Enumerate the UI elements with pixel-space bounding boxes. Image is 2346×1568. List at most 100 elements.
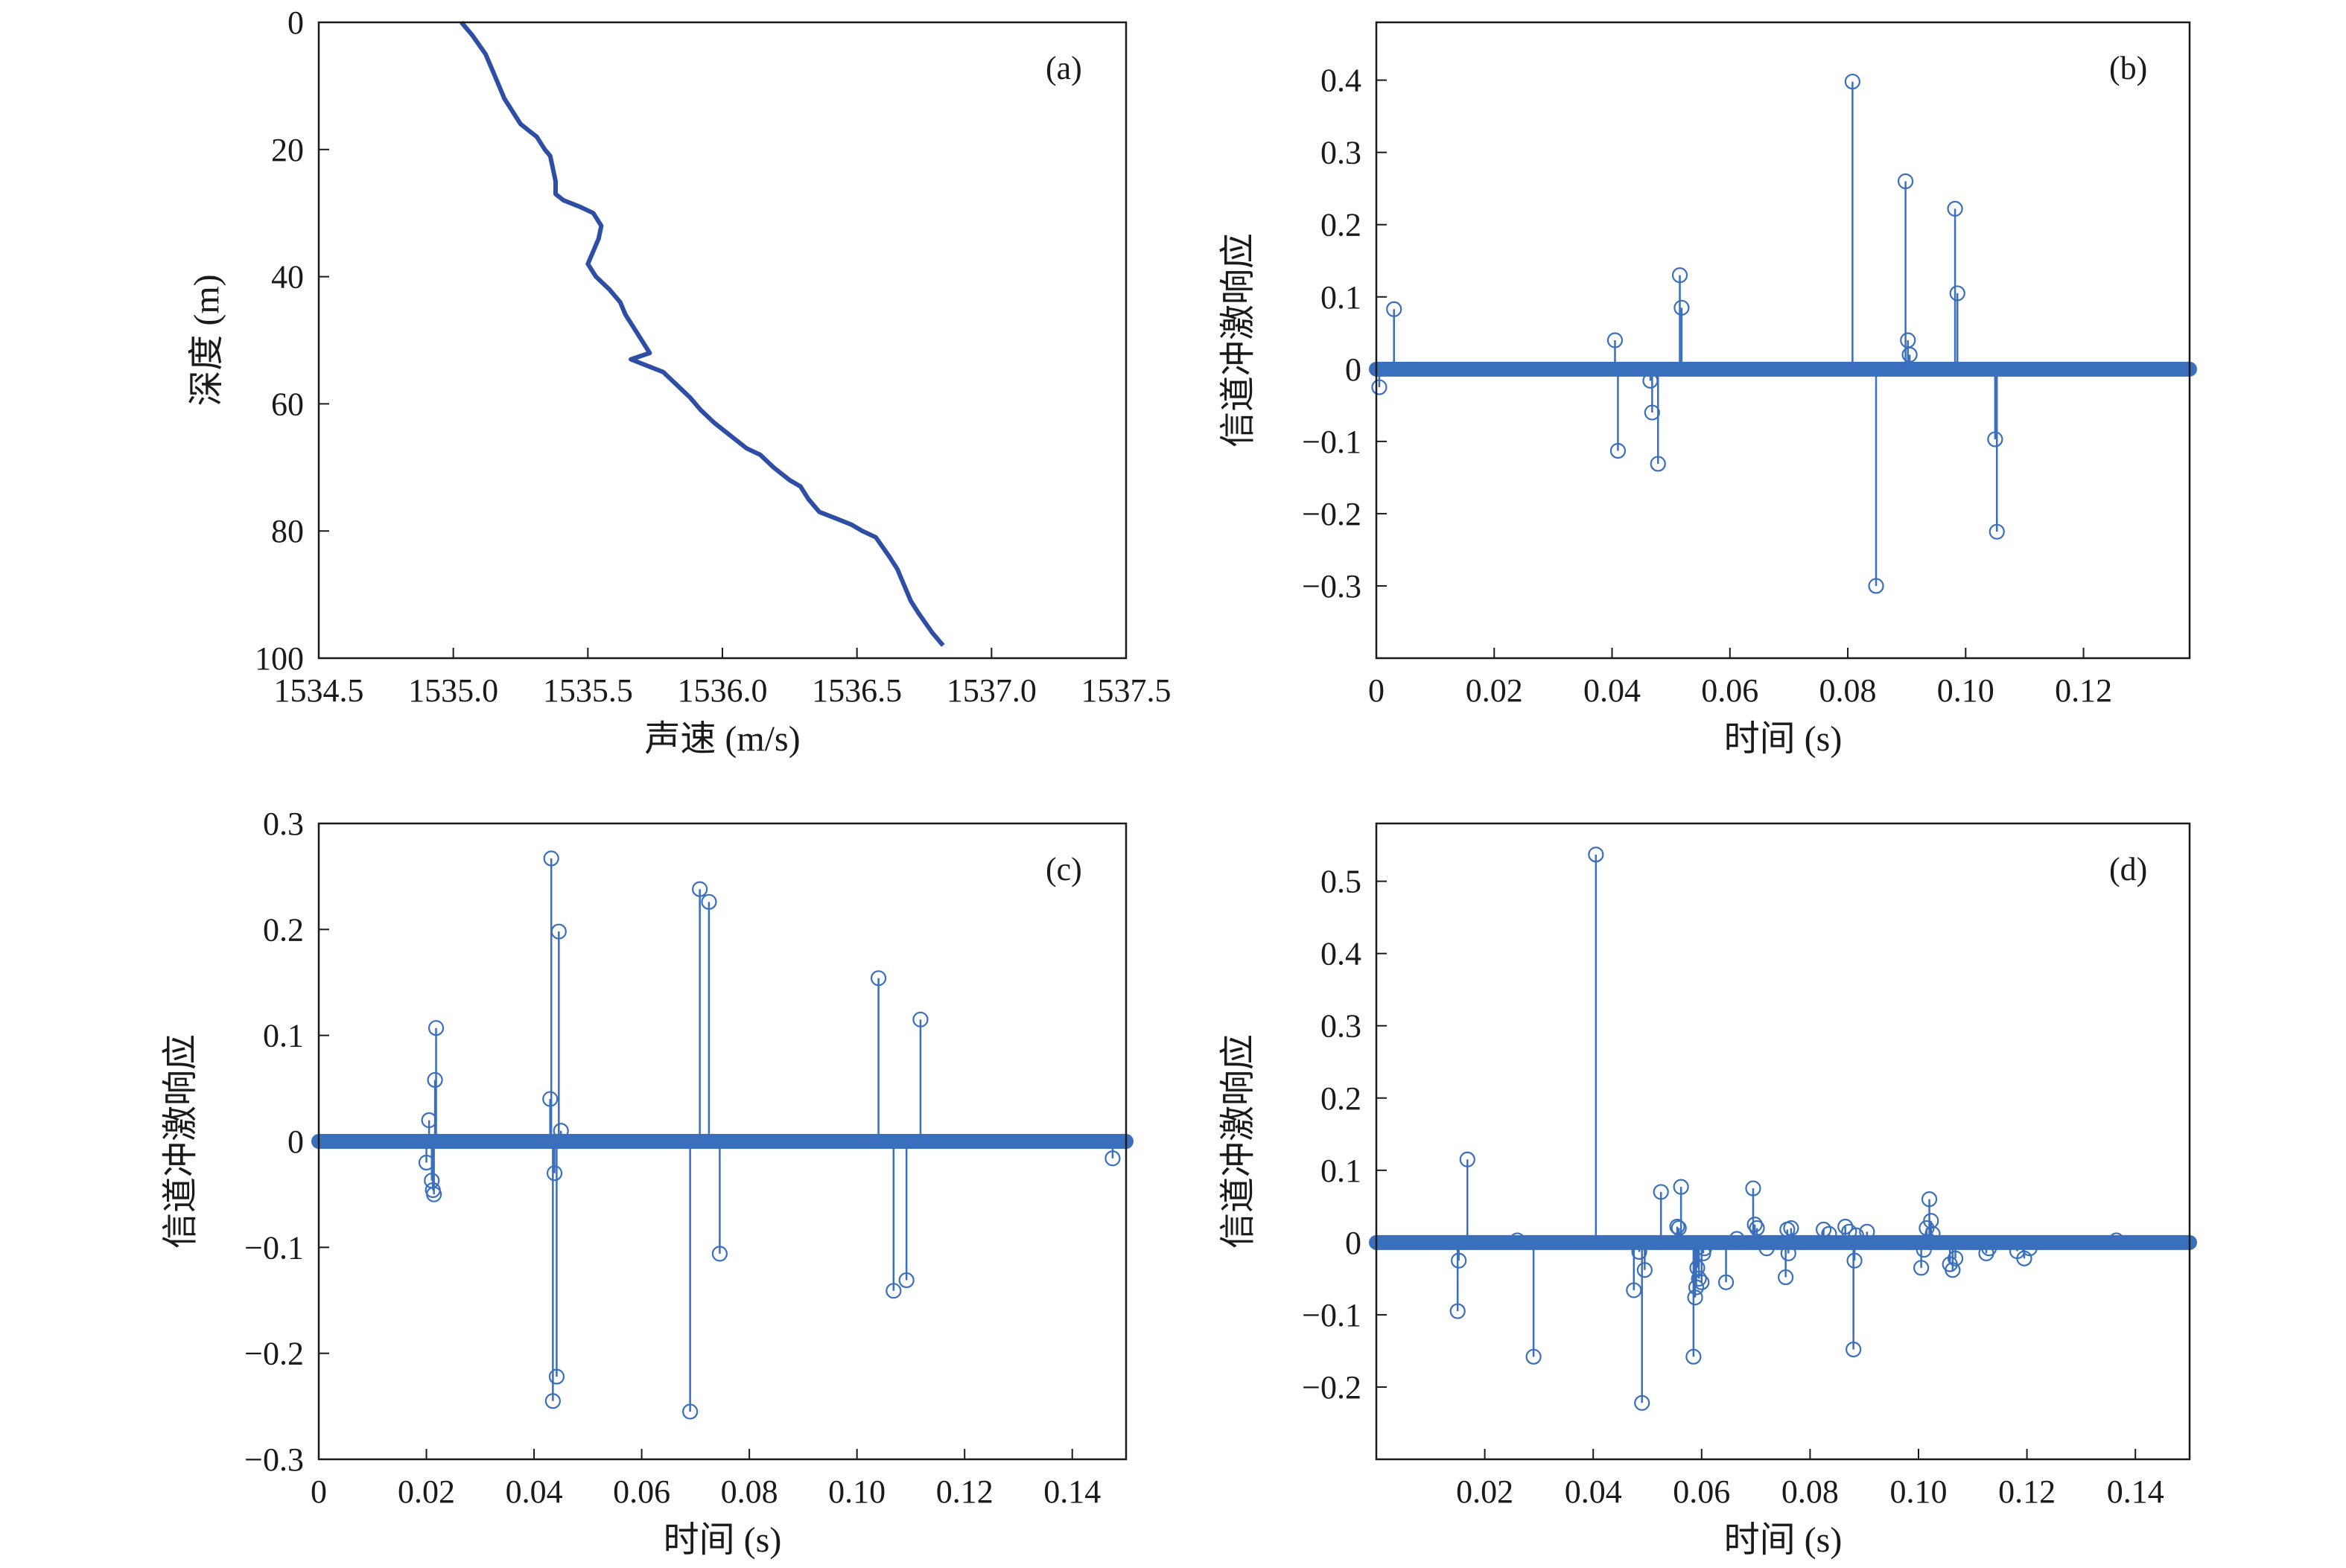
stem-marker <box>543 850 559 867</box>
y-tick-label: 100 <box>255 640 304 677</box>
x-tick-label: 0.08 <box>1819 672 1877 709</box>
stem-marker <box>1897 173 1914 190</box>
panel-c: 0 0.02 0.04 0.06 0.08 0.10 0.12 0.140.30.20.10−… <box>161 806 1134 1560</box>
y-tick-label: 0.4 <box>1320 936 1361 972</box>
y-tick-label: 40 <box>271 259 304 296</box>
stem-marker <box>1758 1240 1775 1257</box>
stem-marker <box>544 1393 561 1409</box>
y-axis-label: 深度 (m) <box>187 274 226 406</box>
x-tick-label: 0.08 <box>1781 1473 1839 1510</box>
y-tick-label: 20 <box>271 132 304 168</box>
x-tick-label: 0.12 <box>936 1473 994 1510</box>
x-tick-label: 0.04 <box>1583 672 1641 709</box>
stem-marker <box>1947 1250 1964 1266</box>
stem-marker <box>1749 1220 1765 1237</box>
y-tick-label: −0.1 <box>244 1229 304 1266</box>
stem-marker <box>1609 442 1627 459</box>
stem-marker <box>1691 1270 1707 1287</box>
x-axis-label: 时间 (s) <box>1724 719 1843 759</box>
y-tick-label: 0 <box>1345 1225 1361 1261</box>
stem-marker <box>1729 1231 1745 1247</box>
x-tick-label: 0.10 <box>828 1473 886 1510</box>
y-tick-label: 0.2 <box>263 911 304 948</box>
stem-marker <box>701 893 717 910</box>
x-tick-label: 0.04 <box>506 1473 563 1510</box>
stem-marker <box>1634 1395 1650 1411</box>
stem-marker <box>1717 1274 1735 1290</box>
x-tick-label: 0 <box>1368 672 1385 709</box>
x-tick-label: 0.04 <box>1565 1473 1622 1510</box>
stem-marker <box>1673 299 1690 316</box>
stem-marker <box>1694 1274 1710 1290</box>
stem-marker <box>711 1246 728 1262</box>
stem-marker <box>426 1186 442 1202</box>
stem-marker <box>2016 1250 2032 1266</box>
x-axis-label: 时间 (s) <box>664 1520 782 1560</box>
panel-a: 1534.5 1535.0 1535.5 1536.0 1536.5 1537.0 1537… <box>187 4 1172 759</box>
y-tick-label: 0.1 <box>1320 279 1361 316</box>
stem-marker <box>692 881 708 897</box>
y-axis-label: 信道冲激响应 <box>1218 233 1258 447</box>
stem-marker <box>1451 1252 1467 1269</box>
x-tick-label: 0.02 <box>398 1473 455 1510</box>
x-tick-label: 1536.5 <box>812 672 902 709</box>
y-tick-label: 0.1 <box>263 1018 304 1054</box>
stem-marker <box>1821 1226 1837 1242</box>
x-tick-label: 0 <box>311 1473 327 1510</box>
stem-marker <box>1673 1179 1689 1195</box>
stem-marker <box>1816 1221 1832 1237</box>
stem-marker <box>1644 404 1660 421</box>
sound-speed-profile-line <box>460 21 945 647</box>
y-axis-label: 信道冲激响应 <box>1218 1034 1258 1249</box>
panel-tag: (a) <box>1046 50 1082 86</box>
stem-marker <box>898 1272 915 1289</box>
stem-marker <box>1923 1213 1939 1229</box>
stem-marker <box>1837 1218 1854 1235</box>
y-tick-label: 0 <box>287 4 304 41</box>
y-tick-label: 80 <box>271 513 304 549</box>
y-tick-label: 0.3 <box>263 806 304 842</box>
stem-marker <box>546 1165 563 1182</box>
x-tick-label: 1535.0 <box>408 672 498 709</box>
y-tick-label: −0.3 <box>244 1441 304 1478</box>
x-tick-label: 1537.5 <box>1081 672 1172 709</box>
y-tick-label: −0.2 <box>1302 496 1361 532</box>
stem-marker <box>1916 1241 1932 1258</box>
x-tick-label: 0.12 <box>2055 672 2112 709</box>
stem-marker <box>1386 301 1402 317</box>
stem-marker <box>912 1011 929 1027</box>
stem-marker <box>550 923 567 940</box>
stem-marker <box>1685 1348 1702 1365</box>
x-tick-label: 0.10 <box>1937 672 1994 709</box>
plot-frame <box>1375 822 2191 1461</box>
panel-tag: (b) <box>2109 50 2147 86</box>
stem-marker <box>1947 200 1963 217</box>
stem-marker <box>1746 1217 1763 1233</box>
x-tick-label: 0.10 <box>1890 1473 1948 1510</box>
x-tick-label: 0.02 <box>1466 672 1523 709</box>
stem-marker <box>1846 1341 1862 1358</box>
stem-marker <box>427 1071 443 1089</box>
y-tick-label: −0.1 <box>1302 424 1361 460</box>
stem-marker <box>1671 1220 1687 1237</box>
stem-marker <box>1104 1150 1121 1167</box>
plot-frame <box>317 21 1128 660</box>
y-tick-label: 0 <box>1345 351 1361 388</box>
stem-marker <box>1449 1303 1466 1319</box>
x-tick-label: 1537.0 <box>947 672 1037 709</box>
stem-marker <box>870 970 887 987</box>
stem-marker <box>1783 1220 1799 1237</box>
stem-marker <box>553 1123 569 1139</box>
stem-marker <box>682 1403 699 1420</box>
stem-marker <box>1688 1279 1705 1295</box>
panel-tag: (d) <box>2109 851 2147 887</box>
stem-marker <box>1689 1260 1706 1276</box>
plot-frame <box>317 822 1128 1461</box>
stem-marker <box>886 1283 902 1299</box>
stem-marker <box>1636 1262 1653 1278</box>
y-tick-label: 0.5 <box>1320 864 1361 900</box>
x-tick-label: 0.06 <box>1673 1473 1730 1510</box>
stem-marker <box>1588 847 1604 863</box>
y-tick-label: −0.3 <box>1302 568 1361 605</box>
plot-frame <box>1375 21 2191 660</box>
